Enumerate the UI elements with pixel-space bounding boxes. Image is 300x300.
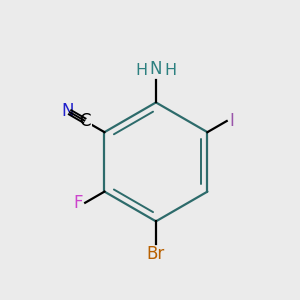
Text: H: H [164, 63, 176, 78]
Text: H: H [136, 63, 148, 78]
Text: F: F [73, 194, 83, 212]
Text: I: I [230, 112, 235, 130]
Text: C: C [80, 112, 91, 130]
Text: N: N [150, 60, 162, 78]
Text: Br: Br [147, 245, 165, 263]
Text: N: N [62, 102, 74, 120]
